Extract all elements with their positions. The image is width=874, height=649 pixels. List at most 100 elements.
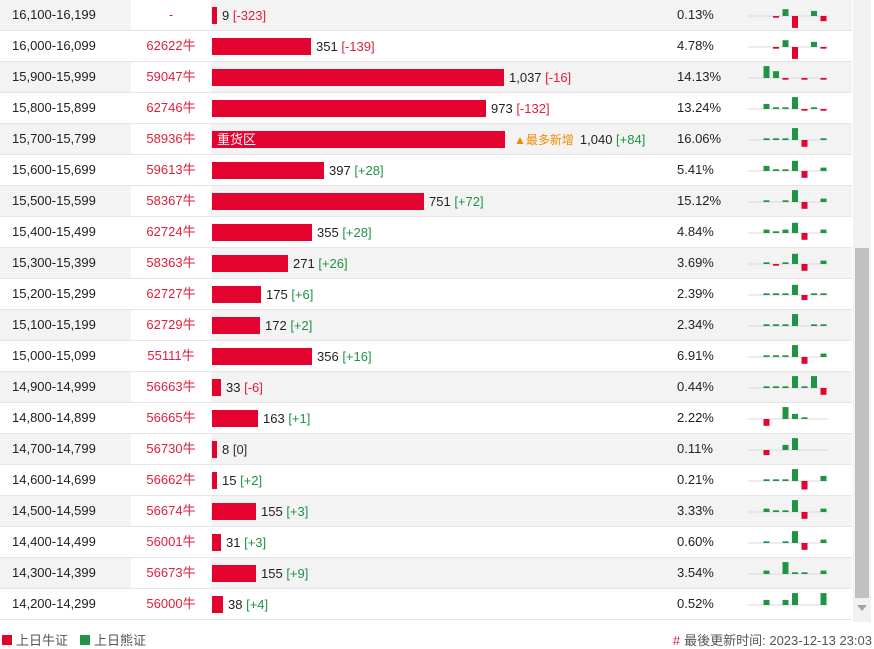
percent-value: 2.34% xyxy=(677,317,714,332)
table-row[interactable]: 15,300-15,399 58363牛 271 [+26] 3.69% xyxy=(0,248,852,279)
warrant-code-link[interactable]: 56730牛 xyxy=(131,434,211,464)
price-range: 14,800-14,899 xyxy=(12,410,96,425)
table-row[interactable]: 15,100-15,199 62729牛 172 [+2] 2.34% xyxy=(0,310,852,341)
vertical-scrollbar[interactable] xyxy=(853,0,871,622)
sparkline-bar xyxy=(792,190,798,202)
sparkline-bar xyxy=(801,140,808,147)
warrant-code-link[interactable]: 58363牛 xyxy=(131,248,211,278)
warrant-code-link[interactable]: 59047牛 xyxy=(131,62,211,92)
warrant-code-link[interactable]: 62622牛 xyxy=(131,31,211,61)
warrant-code-link[interactable]: 62727牛 xyxy=(131,279,211,309)
table-row[interactable]: 15,400-15,499 62724牛 355 [+28] 4.84% xyxy=(0,217,852,248)
sparkline-bar xyxy=(820,167,827,171)
warrant-code-link[interactable]: 58367牛 xyxy=(131,186,211,216)
volume-bar-cell: 31 [+3] xyxy=(212,534,266,551)
warrant-code-link[interactable]: 56001牛 xyxy=(131,527,211,557)
count-value: 38 xyxy=(228,597,247,612)
table-row[interactable]: 15,900-15,999 59047牛 1,037 [-16] 14.13% xyxy=(0,62,852,93)
sparkline-bar xyxy=(801,417,808,419)
change-value: [+28] xyxy=(342,225,372,240)
percent-value: 0.60% xyxy=(677,534,714,549)
sparkline-chart xyxy=(748,66,828,80)
count-value: 33 xyxy=(226,380,245,395)
sparkline-bar xyxy=(801,109,808,111)
table-row[interactable]: 14,500-14,599 56674牛 155 [+3] 3.33% xyxy=(0,496,852,527)
volume-bar-cell: 8 [0] xyxy=(212,441,247,458)
sparkline-bar xyxy=(820,78,827,80)
sparkline-bar xyxy=(782,40,789,47)
volume-bar-cell: 351 [-139] xyxy=(212,38,375,55)
volume-count: 38 [+4] xyxy=(228,597,268,612)
percent-value: 14.13% xyxy=(677,69,722,84)
price-range: 15,100-15,199 xyxy=(12,317,96,332)
volume-count: 973 [-132] xyxy=(491,101,550,116)
volume-bar-cell: 15 [+2] xyxy=(212,472,262,489)
warrant-code-link[interactable]: 56663牛 xyxy=(131,372,211,402)
warrant-code-link[interactable]: 62746牛 xyxy=(131,93,211,123)
price-range: 15,000-15,099 xyxy=(12,348,96,363)
table-row[interactable]: 15,700-15,799 58936牛 重货区 ▲最多新增 1,040 [+84] 16… xyxy=(0,124,852,155)
warrant-code-link[interactable]: 56674牛 xyxy=(131,496,211,526)
volume-count: 356 [+16] xyxy=(317,349,372,364)
update-time: 2023-12-13 23:03 xyxy=(769,633,872,648)
warrant-code-link[interactable]: 56673牛 xyxy=(131,558,211,588)
percent-value: 15.12% xyxy=(677,193,722,208)
count-value: 15 xyxy=(222,473,241,488)
sparkline-bar xyxy=(773,71,779,78)
count-value: 8 xyxy=(222,442,233,457)
scrollbar-thumb[interactable] xyxy=(855,248,869,598)
sparkline-bar xyxy=(782,107,789,109)
sparkline-bar xyxy=(792,253,798,264)
warrant-code-link[interactable]: 62724牛 xyxy=(131,217,211,247)
table-row[interactable]: 15,500-15,599 58367牛 751 [+72] 15.12% xyxy=(0,186,852,217)
volume-count: 15 [+2] xyxy=(222,473,262,488)
sparkline-bar xyxy=(801,78,808,80)
table-row[interactable]: 15,600-15,699 59613牛 397 [+28] 5.41% xyxy=(0,155,852,186)
warrant-code-link[interactable]: 59613牛 xyxy=(131,155,211,185)
table-row[interactable]: 14,600-14,699 56662牛 15 [+2] 0.21% xyxy=(0,465,852,496)
volume-bar-cell: 163 [+1] xyxy=(212,410,310,427)
warrant-code-link[interactable]: 58936牛 xyxy=(131,124,211,154)
sparkline-bar xyxy=(773,355,779,357)
percent-value: 4.84% xyxy=(677,224,714,239)
table-row[interactable]: 14,400-14,499 56001牛 31 [+3] 0.60% xyxy=(0,527,852,558)
count-value: 356 xyxy=(317,349,343,364)
sparkline-bar xyxy=(773,16,779,18)
sparkline-bar xyxy=(763,293,770,295)
change-value: [+2] xyxy=(240,473,263,488)
price-range: 15,200-15,299 xyxy=(12,286,96,301)
table-row[interactable]: 15,000-15,099 55111牛 356 [+16] 6.91% xyxy=(0,341,852,372)
count-value: 1,040 xyxy=(579,132,617,147)
table-row[interactable]: 15,200-15,299 62727牛 175 [+6] 2.39% xyxy=(0,279,852,310)
sparkline-bar xyxy=(801,233,808,240)
sparkline-bar xyxy=(782,599,789,605)
sparkline-bar xyxy=(782,9,789,16)
warrant-code-link[interactable]: 56000牛 xyxy=(131,589,211,619)
sparkline-bar xyxy=(801,264,808,271)
table-row[interactable]: 16,100-16,199 -9 [-323] 0.13% xyxy=(0,0,852,31)
warrant-code-link[interactable]: 56665牛 xyxy=(131,403,211,433)
bull-bear-distribution-table: 16,100-16,199 -9 [-323] 0.13% 16,000-16,099… xyxy=(0,0,852,620)
count-value: 751 xyxy=(429,194,455,209)
table-row[interactable]: 14,200-14,299 56000牛 38 [+4] 0.52% xyxy=(0,589,852,620)
table-row[interactable]: 14,900-14,999 56663牛 33 [-6] 0.44% xyxy=(0,372,852,403)
sparkline-bar xyxy=(773,231,779,233)
table-row[interactable]: 14,800-14,899 56665牛 163 [+1] 2.22% xyxy=(0,403,852,434)
sparkline-bar xyxy=(792,438,798,450)
table-row[interactable]: 16,000-16,099 62622牛 351 [-139] 4.78% xyxy=(0,31,852,62)
table-row[interactable]: 14,300-14,399 56673牛 155 [+9] 3.54% xyxy=(0,558,852,589)
warrant-code-link[interactable]: 62729牛 xyxy=(131,310,211,340)
update-label: 最後更新时间: xyxy=(684,633,766,648)
sparkline-bar xyxy=(801,386,808,388)
warrant-code-link[interactable]: 55111牛 xyxy=(131,341,211,371)
scroll-down-arrow-icon[interactable] xyxy=(857,605,867,611)
volume-bar xyxy=(212,379,221,396)
price-range: 15,800-15,899 xyxy=(12,100,96,115)
sparkline-chart xyxy=(748,531,828,550)
table-row[interactable]: 15,800-15,899 62746牛 973 [-132] 13.24% xyxy=(0,93,852,124)
warrant-code-link[interactable]: 56662牛 xyxy=(131,465,211,495)
percent-value: 0.44% xyxy=(677,379,714,394)
table-row[interactable]: 14,700-14,799 56730牛 8 [0] 0.11% xyxy=(0,434,852,465)
volume-bar-cell: 172 [+2] xyxy=(212,317,312,334)
sparkline-chart xyxy=(748,314,828,327)
